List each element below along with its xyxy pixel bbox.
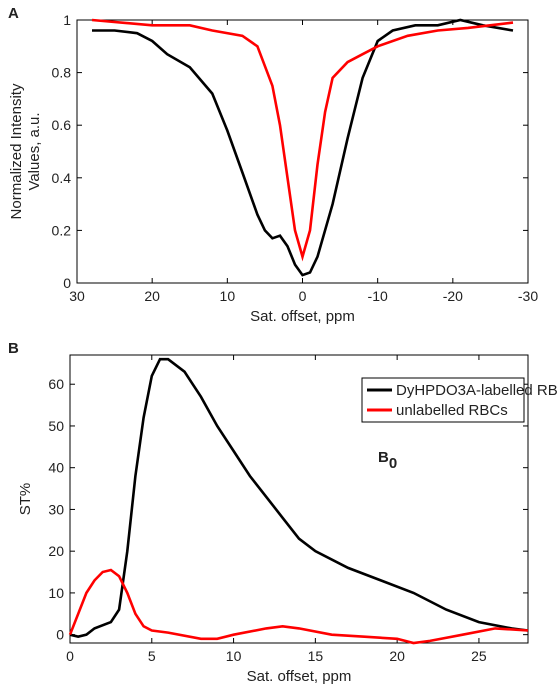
x-tick-label: 0 [299,288,307,304]
panel-label: B [8,340,19,357]
plot-area [76,19,529,284]
x-tick-label: -10 [368,288,388,304]
y-tick-label: 0.2 [52,222,72,238]
annotation-main: B [378,449,389,466]
y-axis-label: Values, a.u. [26,112,43,190]
x-tick-label: 15 [308,648,324,664]
y-tick-label: 40 [48,460,64,476]
x-tick-label: 25 [471,648,487,664]
y-tick-label: 1 [63,12,71,28]
data-line [68,568,529,645]
y-tick-label: 0.8 [52,65,72,81]
x-axis-label: Sat. offset, ppm [250,308,355,325]
annotation-subscript: 0 [389,455,397,472]
x-tick-label: 30 [69,288,85,304]
data-line [91,18,514,262]
x-tick-label: 20 [144,288,160,304]
y-tick-label: 0.4 [52,170,72,186]
y-tick-label: 50 [48,418,64,434]
x-tick-label: 10 [226,648,242,664]
y-tick-label: 0.6 [52,117,72,133]
y-tick-label: 0 [56,627,64,643]
y-axis-label: Normalized Intensity [8,83,25,219]
y-tick-label: 30 [48,501,64,517]
data-line [92,18,514,277]
y-tick-label: 0 [63,275,71,291]
x-tick-label: 20 [389,648,405,664]
annotation: B0 [378,449,397,472]
data-line [69,357,529,639]
y-axis-label: ST% [17,483,34,516]
x-tick-label: -30 [518,288,538,304]
y-tick-label: 60 [48,376,64,392]
y-tick-label: 20 [48,543,64,559]
x-axis-label: Sat. offset, ppm [247,668,352,685]
legend-label: unlabelled RBCs [396,402,508,419]
legend-label: DyHPDO3A-labelled RBCs [396,382,557,399]
x-tick-label: 10 [220,288,236,304]
legend-box [361,377,525,423]
x-tick-label: 5 [148,648,156,664]
x-tick-label: -20 [443,288,463,304]
y-tick-label: 10 [48,585,64,601]
panel-label: A [8,5,19,22]
x-tick-label: 0 [66,648,74,664]
